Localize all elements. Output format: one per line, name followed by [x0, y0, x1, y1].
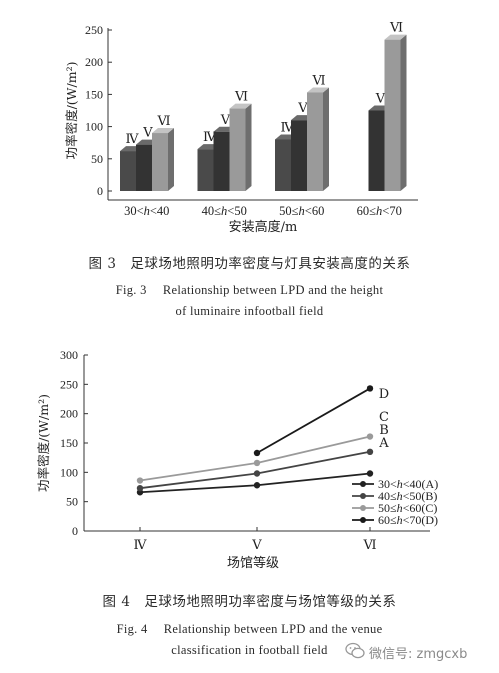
legend-label: 60≤h<70(D) [378, 513, 438, 527]
bar [384, 39, 401, 191]
series-point-B [253, 470, 261, 477]
fig4-caption-en-line2: classification in football field [171, 643, 328, 657]
x-tick-label: 50≤h<60 [279, 204, 324, 218]
y-tick-label: 250 [60, 377, 78, 391]
bar-label: Ⅴ [220, 113, 231, 128]
bar-label: Ⅴ [375, 92, 386, 107]
fig4-caption-cn: 图 4 足球场地照明功率密度与场馆等级的关系 [102, 594, 397, 610]
y-tick-label: 0 [97, 184, 103, 198]
y-axis-label: 功率密度/(W/m²) [64, 62, 79, 160]
y-tick-label: 250 [85, 23, 103, 37]
x-tick-label: Ⅳ [134, 538, 148, 553]
legend-marker [360, 481, 366, 487]
bar-side [400, 34, 407, 191]
y-tick-label: 150 [85, 87, 103, 101]
bar [152, 133, 168, 191]
x-tick-label: 40≤h<50 [202, 204, 247, 218]
series-point-C [253, 459, 261, 467]
legend-label: 50≤h<60(C) [378, 501, 437, 515]
series-point-A [253, 482, 261, 489]
series-point-B [366, 448, 374, 455]
bar-top [384, 34, 407, 40]
fig3-caption-en-line2: of luminaire infootball field [175, 304, 324, 318]
series-line-D [256, 387, 371, 454]
y-tick-label: 300 [60, 348, 78, 362]
legend-marker [360, 493, 366, 499]
series-line-B [139, 450, 371, 490]
legend-label: 30<h<40(A) [378, 477, 438, 491]
bar-side [323, 87, 329, 191]
bar-side [168, 128, 174, 191]
series-point-C [136, 477, 144, 484]
y-tick-label: 0 [72, 524, 78, 538]
y-tick-label: 100 [60, 465, 78, 479]
bar-top [229, 103, 252, 109]
fig3-caption-cn: 图 3 足球场地照明功率密度与灯具安装高度的关系 [88, 256, 411, 272]
series-end-label-C: C [379, 410, 389, 425]
bar-label: Ⅵ [234, 90, 248, 105]
bar-label: Ⅳ [126, 132, 140, 147]
bar [136, 144, 152, 191]
bar [213, 131, 230, 191]
series-point-C [366, 433, 374, 440]
bar-top [307, 87, 329, 93]
x-tick-label: Ⅴ [251, 538, 262, 553]
x-tick-label: Ⅵ [362, 538, 376, 553]
series-end-label-B: B [379, 423, 389, 438]
series-point-D [253, 449, 261, 457]
bar-top [152, 128, 174, 134]
bar-label: Ⅵ [389, 21, 403, 36]
legend-marker [360, 517, 366, 523]
bar [291, 120, 307, 191]
bar [197, 149, 214, 191]
wechat-icon [345, 642, 365, 659]
series-end-label-A: A [378, 436, 389, 451]
y-axis-label: 功率密度/(W/m²) [36, 394, 51, 492]
wechat-watermark: 微信号: zmgcxb [345, 640, 495, 664]
x-tick-label: 60≤h<70 [357, 204, 402, 218]
bar-label: Ⅵ [156, 114, 170, 129]
bar-label: Ⅵ [311, 73, 325, 88]
legend-marker [360, 505, 366, 511]
fig4-caption-en-line1: Fig. 4 Relationship between LPD and the … [116, 622, 383, 636]
bar [229, 108, 246, 191]
bar [120, 151, 136, 191]
bar-label: Ⅴ [297, 101, 308, 116]
y-tick-label: 200 [60, 407, 78, 421]
x-axis-label: 安装高度/m [229, 219, 298, 235]
legend-label: 40≤h<50(B) [378, 489, 437, 503]
fig3-caption-en-line1: Fig. 3 Relationship between LPD and the … [115, 283, 384, 297]
y-tick-label: 50 [66, 495, 78, 509]
x-tick-label: 30<h<40 [124, 204, 169, 218]
series-point-B [136, 484, 144, 492]
y-tick-label: 100 [85, 120, 103, 134]
y-tick-label: 50 [91, 152, 103, 166]
series-point-D [366, 385, 374, 392]
bar-label: Ⅴ [142, 126, 153, 141]
bar [307, 92, 323, 191]
bar-side [245, 103, 252, 191]
y-tick-label: 200 [85, 55, 103, 69]
x-axis-label: 场馆等级 [227, 555, 279, 571]
series-end-label-D: D [379, 387, 389, 402]
bar [368, 110, 385, 191]
series-point-A [366, 470, 374, 477]
bar [275, 139, 291, 191]
y-tick-label: 150 [60, 436, 78, 450]
watermark-text: 微信号: zmgcxb [369, 647, 468, 662]
line-chart-fig4: 0 50 100 150 200 250 300 Ⅳ Ⅴ Ⅵ 功率密度/(W/m²) 场馆等级 DCBA… [36, 348, 438, 571]
